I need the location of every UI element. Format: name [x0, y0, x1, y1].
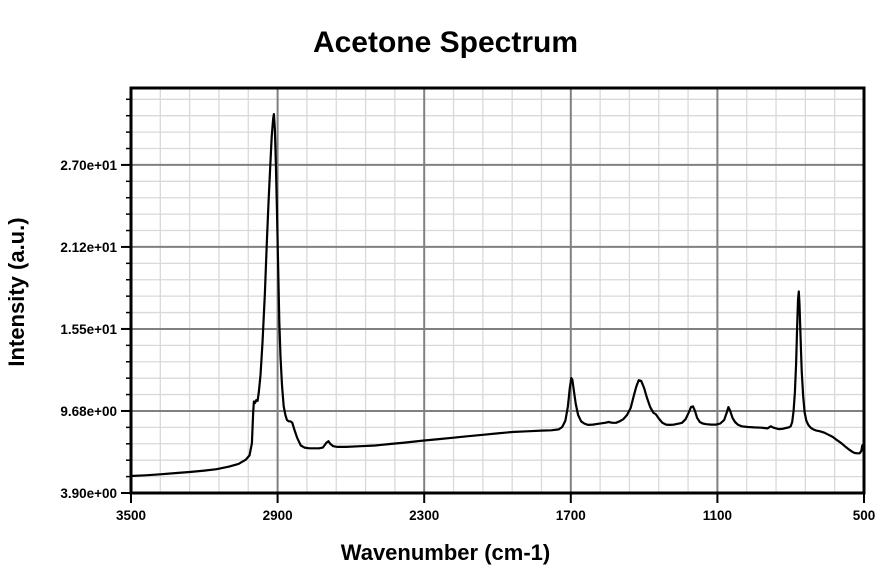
y-tick-label: 1.55e+01 [60, 322, 117, 337]
plot-border [129, 86, 866, 495]
x-axis-title: Wavenumber (cm-1) [340, 540, 551, 565]
y-tick-label: 2.12e+01 [60, 240, 117, 255]
y-tick-label: 9.68e+00 [60, 404, 117, 419]
spectrum-curve [129, 112, 866, 478]
x-tick-label: 3500 [116, 508, 146, 523]
x-tick-label: 2900 [263, 508, 293, 523]
chart-title: Acetone Spectrum [312, 26, 579, 59]
x-tick-label: 1100 [703, 508, 732, 523]
x-tick-label: 1700 [556, 508, 586, 523]
y-tick-label: 2.70e+01 [60, 158, 117, 173]
x-tick-label: 2300 [409, 508, 439, 523]
y-tick-label: 3.90e+00 [60, 486, 117, 501]
x-tick-label: 500 [853, 508, 876, 523]
